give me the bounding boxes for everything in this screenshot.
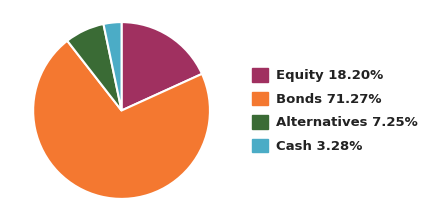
Wedge shape bbox=[122, 22, 202, 110]
Wedge shape bbox=[33, 41, 210, 199]
Wedge shape bbox=[103, 22, 122, 110]
Wedge shape bbox=[67, 24, 122, 110]
Legend: Equity 18.20%, Bonds 71.27%, Alternatives 7.25%, Cash 3.28%: Equity 18.20%, Bonds 71.27%, Alternative… bbox=[245, 62, 424, 159]
